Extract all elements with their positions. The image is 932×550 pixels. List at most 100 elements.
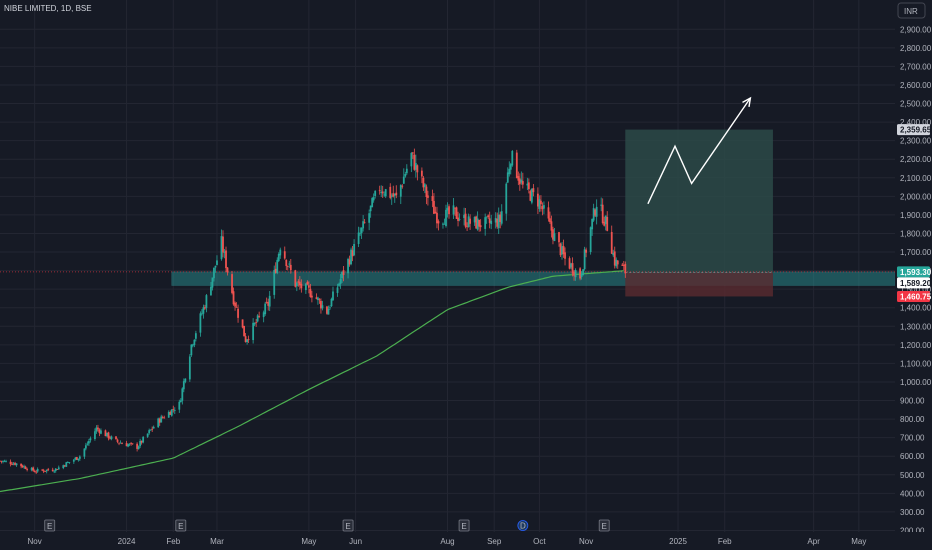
candle[interactable] bbox=[241, 319, 244, 329]
candlesticks[interactable] bbox=[0, 148, 627, 474]
candle[interactable] bbox=[443, 218, 446, 225]
candle[interactable] bbox=[62, 464, 65, 470]
candle[interactable] bbox=[226, 266, 229, 276]
candle[interactable] bbox=[106, 432, 108, 438]
candle[interactable] bbox=[442, 222, 444, 229]
candle[interactable] bbox=[508, 161, 511, 177]
candle[interactable] bbox=[283, 246, 286, 260]
candle[interactable] bbox=[146, 433, 149, 438]
projection-path[interactable] bbox=[647, 97, 751, 205]
candle[interactable] bbox=[592, 203, 595, 222]
candle[interactable] bbox=[213, 267, 215, 282]
candle[interactable] bbox=[517, 171, 520, 186]
candle[interactable] bbox=[78, 455, 81, 461]
candle[interactable] bbox=[54, 468, 57, 473]
candle[interactable] bbox=[317, 296, 319, 305]
candle[interactable] bbox=[469, 214, 472, 230]
candle[interactable] bbox=[384, 188, 387, 199]
candle[interactable] bbox=[484, 213, 487, 236]
candle[interactable] bbox=[199, 311, 202, 337]
candle[interactable] bbox=[505, 182, 508, 221]
candle[interactable] bbox=[416, 164, 419, 181]
candle[interactable] bbox=[116, 438, 119, 444]
candle[interactable] bbox=[411, 152, 414, 159]
candle[interactable] bbox=[521, 172, 524, 189]
candle[interactable] bbox=[5, 459, 7, 463]
candle[interactable] bbox=[405, 164, 408, 175]
candle[interactable] bbox=[182, 378, 185, 393]
candle[interactable] bbox=[315, 293, 318, 300]
candle[interactable] bbox=[414, 154, 417, 178]
candle[interactable] bbox=[494, 212, 497, 229]
candle[interactable] bbox=[372, 193, 375, 203]
candle[interactable] bbox=[36, 467, 39, 473]
candle[interactable] bbox=[158, 417, 161, 426]
candle[interactable] bbox=[579, 267, 581, 281]
candle[interactable] bbox=[211, 277, 214, 291]
candle[interactable] bbox=[118, 442, 120, 446]
candle[interactable] bbox=[433, 193, 435, 214]
candle[interactable] bbox=[304, 283, 307, 294]
candle[interactable] bbox=[332, 286, 334, 301]
candle[interactable] bbox=[378, 185, 381, 195]
candle[interactable] bbox=[47, 467, 50, 472]
candle[interactable] bbox=[256, 314, 259, 323]
candle[interactable] bbox=[190, 344, 193, 357]
candle[interactable] bbox=[381, 185, 384, 198]
candle[interactable] bbox=[136, 442, 139, 452]
candle[interactable] bbox=[329, 305, 331, 310]
candle[interactable] bbox=[318, 298, 321, 304]
candle[interactable] bbox=[83, 448, 86, 460]
candle[interactable] bbox=[601, 198, 604, 225]
candle[interactable] bbox=[252, 318, 255, 344]
candle[interactable] bbox=[425, 184, 428, 205]
candle[interactable] bbox=[320, 298, 322, 314]
candle[interactable] bbox=[169, 410, 172, 415]
candle[interactable] bbox=[540, 195, 542, 212]
candle[interactable] bbox=[570, 262, 572, 270]
candle[interactable] bbox=[265, 297, 268, 304]
candle[interactable] bbox=[149, 429, 152, 431]
candle[interactable] bbox=[479, 219, 482, 232]
candle[interactable] bbox=[475, 215, 478, 229]
projection-layer[interactable] bbox=[647, 96, 752, 205]
candle[interactable] bbox=[422, 175, 425, 191]
candle[interactable] bbox=[193, 339, 196, 348]
candle[interactable] bbox=[255, 319, 258, 327]
candle[interactable] bbox=[431, 189, 434, 208]
candle[interactable] bbox=[600, 197, 603, 212]
candle[interactable] bbox=[362, 215, 365, 232]
candle[interactable] bbox=[53, 469, 56, 474]
candle[interactable] bbox=[561, 241, 563, 260]
candle[interactable] bbox=[247, 335, 250, 343]
candle[interactable] bbox=[389, 183, 392, 200]
candle[interactable] bbox=[279, 247, 282, 259]
candle[interactable] bbox=[32, 466, 35, 472]
candle[interactable] bbox=[457, 211, 459, 227]
candle[interactable] bbox=[237, 304, 239, 323]
candle[interactable] bbox=[363, 218, 366, 224]
candle[interactable] bbox=[395, 185, 398, 199]
candle[interactable] bbox=[458, 213, 461, 222]
candle[interactable] bbox=[402, 168, 405, 184]
candle[interactable] bbox=[383, 191, 386, 197]
candle[interactable] bbox=[359, 227, 362, 237]
candle[interactable] bbox=[436, 206, 438, 229]
candle[interactable] bbox=[589, 226, 592, 255]
candle[interactable] bbox=[446, 202, 449, 218]
candle[interactable] bbox=[234, 301, 236, 311]
candle[interactable] bbox=[445, 204, 447, 228]
candle[interactable] bbox=[427, 190, 429, 206]
candle[interactable] bbox=[87, 438, 90, 447]
candle[interactable] bbox=[57, 465, 60, 470]
candle[interactable] bbox=[413, 148, 416, 171]
candle[interactable] bbox=[300, 279, 303, 293]
candle[interactable] bbox=[110, 435, 113, 441]
candle[interactable] bbox=[610, 225, 613, 254]
candle[interactable] bbox=[194, 330, 197, 342]
candle[interactable] bbox=[128, 443, 131, 447]
candle[interactable] bbox=[2, 460, 4, 464]
candle[interactable] bbox=[298, 276, 301, 290]
candle[interactable] bbox=[604, 215, 607, 231]
candle[interactable] bbox=[288, 260, 291, 268]
